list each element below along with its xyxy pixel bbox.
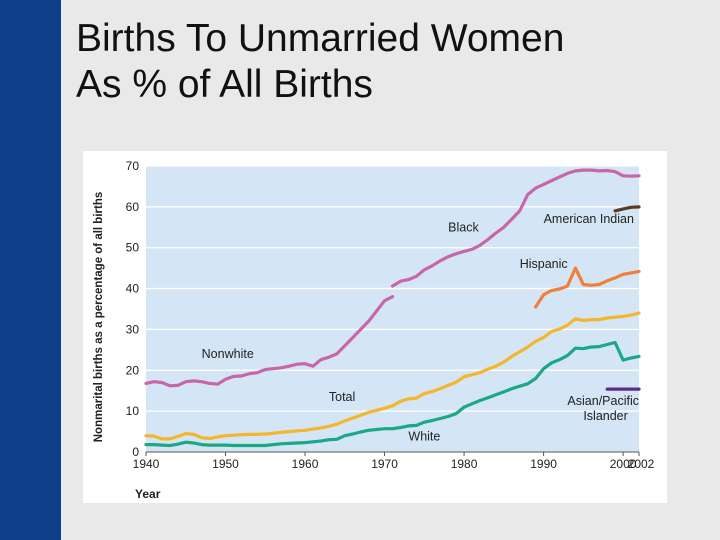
y-tick-label: 50 [126,241,140,255]
y-tick-label: 70 [126,159,140,173]
series-line-american-indian [613,205,641,213]
series-line-total [144,311,641,441]
x-axis-label: Year [135,487,161,501]
x-tick-label: 1970 [371,457,398,471]
series-label-asian-pacific: Asian/Pacific [567,394,639,408]
x-tick-label: 1950 [212,457,239,471]
y-axis-ticks: 0 10 20 30 40 50 60 70 [126,159,140,459]
x-tick-label: 1990 [530,457,557,471]
y-tick-label: 0 [132,445,139,459]
plot-area [146,166,639,452]
y-tick-label: 10 [126,404,140,418]
y-tick-label: 20 [126,363,140,377]
line-chart: 0 10 20 30 40 50 60 70 1940 1950 1960 1970 1980 1990… [93,159,655,501]
x-tick-label: 1980 [451,457,478,471]
series-label-total: Total [329,390,355,404]
series-label-white: White [408,430,440,444]
x-tick-label: 1940 [133,457,160,471]
series-line-black [390,168,641,288]
gridlines [146,165,639,453]
series-label-islander: Islander [583,409,627,423]
slide-side-bar [0,0,61,540]
x-tick-label: 1960 [292,457,319,471]
series-labels: Black American Indian Hispanic Nonwhite Tota… [202,212,639,443]
series-lines [144,168,641,448]
x-tick-label: 2002 [628,457,655,471]
slide-title-line-1: Births To Unmarried Women [76,17,565,60]
y-tick-label: 40 [126,282,140,296]
series-label-hispanic: Hispanic [520,257,568,271]
series-line-nonwhite [144,295,395,388]
slide-title: Births To Unmarried Women As % of All Bi… [76,16,564,108]
series-line-hispanic [534,266,641,309]
slide-title-line-2: As % of All Births [76,63,373,106]
series-line-white [144,340,641,448]
x-tick-label: 2000 [610,457,637,471]
series-label-american-indian: American Indian [544,212,634,226]
series-label-nonwhite: Nonwhite [202,347,254,361]
chart-card: 0 10 20 30 40 50 60 70 1940 1950 1960 1970 1980 1990… [83,151,667,503]
y-tick-label: 30 [126,322,140,336]
y-axis-label: Nonmarital births as a percentage of all… [93,192,105,443]
y-tick-label: 60 [126,200,140,214]
series-label-black: Black [448,220,479,234]
